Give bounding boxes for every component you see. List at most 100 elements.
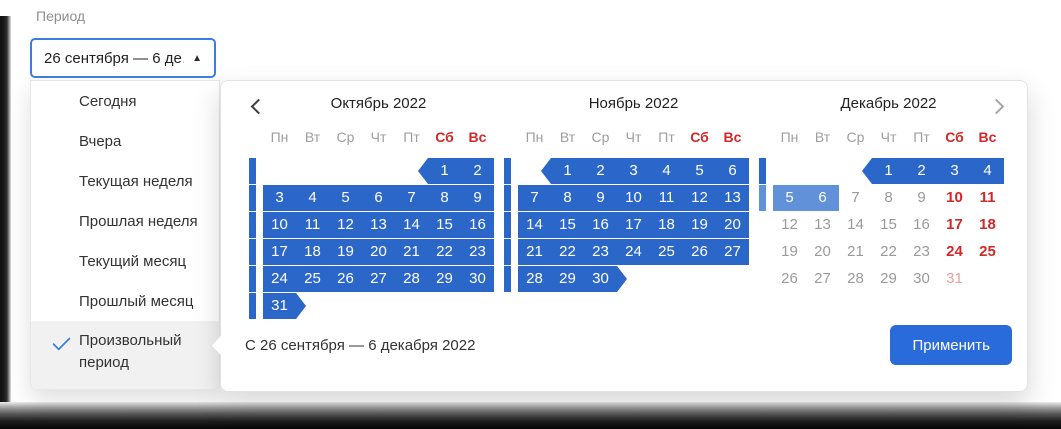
day-cell[interactable]: 23	[592, 243, 609, 260]
day-cell[interactable]: 21	[403, 243, 420, 260]
day-cell[interactable]: 9	[473, 189, 482, 206]
day-cell[interactable]: 10	[625, 189, 642, 206]
day-cell[interactable]: 30	[469, 270, 486, 287]
day-cell[interactable]: 2	[596, 162, 605, 179]
empty-cell	[971, 266, 1004, 292]
week-row: 5 6 7 8 9 10 11	[759, 185, 1004, 211]
day-cell[interactable]: 31	[271, 297, 288, 314]
empty-cell	[296, 158, 329, 184]
day-cell: 29	[880, 270, 897, 287]
day-cell[interactable]: 16	[469, 216, 486, 233]
day-cell[interactable]: 18	[658, 216, 675, 233]
day-cell[interactable]: 17	[625, 216, 642, 233]
day-cell[interactable]: 30	[592, 270, 609, 287]
empty-cell	[461, 293, 494, 319]
calendar-footer: С 26 сентября — 6 декабря 2022 Применить	[245, 325, 1012, 365]
day-cell[interactable]: 24	[271, 270, 288, 287]
dropdown-item[interactable]: Прошлый месяц	[31, 281, 219, 321]
day-cell[interactable]: 23	[469, 243, 486, 260]
day-cell[interactable]: 13	[724, 189, 741, 206]
day-cell[interactable]: 25	[304, 270, 321, 287]
day-of-week-row: Пн Вт Ср Чт Пт Сб Вс	[518, 129, 749, 145]
day-cell[interactable]: 28	[526, 270, 543, 287]
day-cell[interactable]: 28	[403, 270, 420, 287]
apply-button[interactable]: Применить	[890, 325, 1012, 365]
day-cell[interactable]: 4	[983, 162, 992, 179]
day-cell[interactable]: 10	[271, 216, 288, 233]
day-cell[interactable]: 18	[304, 243, 321, 260]
day-of-week-label: Пт	[913, 129, 930, 145]
day-cell[interactable]: 20	[724, 216, 741, 233]
day-cell[interactable]: 4	[308, 189, 317, 206]
dropdown-item[interactable]: Текущая неделя	[31, 161, 219, 201]
day-cell: 13	[814, 216, 831, 233]
day-cell[interactable]: 11	[304, 216, 321, 233]
day-cell[interactable]: 21	[526, 243, 543, 260]
caret-up-icon: ▲	[192, 52, 202, 64]
day-cell[interactable]: 26	[691, 243, 708, 260]
day-cell[interactable]: 3	[629, 162, 638, 179]
day-cell[interactable]: 16	[592, 216, 609, 233]
day-cell[interactable]: 13	[370, 216, 387, 233]
day-cell[interactable]: 8	[563, 189, 572, 206]
day-cell[interactable]: 1	[884, 162, 893, 179]
day-cell[interactable]: 6	[728, 162, 737, 179]
day-cell[interactable]: 5	[695, 162, 704, 179]
day-cell[interactable]: 20	[370, 243, 387, 260]
dropdown-item[interactable]: Произвольный период	[31, 321, 219, 389]
day-cell[interactable]: 1	[440, 162, 449, 179]
day-cell[interactable]: 7	[530, 189, 539, 206]
day-cell[interactable]: 11	[658, 189, 675, 206]
day-cell[interactable]: 24	[625, 243, 642, 260]
day-cell[interactable]: 2	[917, 162, 926, 179]
day-cell[interactable]: 2	[473, 162, 482, 179]
selected-range-band	[518, 266, 617, 292]
day-cell[interactable]: 6	[818, 189, 827, 206]
calendar-popover: Октябрь 2022 Пн Вт Ср Чт Пт Сб Вс 1 2 3 4 5 6 7 8 9 10 11 1…	[209, 80, 1028, 392]
day-cell[interactable]: 14	[526, 216, 543, 233]
day-cell[interactable]: 22	[559, 243, 576, 260]
empty-cell	[362, 293, 395, 319]
day-cell[interactable]: 19	[337, 243, 354, 260]
period-select-value: 26 сентября — 6 де…	[44, 49, 185, 67]
months: Октябрь 2022 Пн Вт Ср Чт Пт Сб Вс 1 2 3 4 5 6 7 8 9 10 11 1…	[249, 95, 1004, 320]
empty-cell	[329, 158, 362, 184]
range-start-point	[418, 158, 428, 184]
day-cell[interactable]: 15	[436, 216, 453, 233]
day-cell[interactable]: 5	[341, 189, 350, 206]
day-cell[interactable]: 12	[691, 189, 708, 206]
day-cell[interactable]: 3	[950, 162, 959, 179]
day-of-week-label: Вт	[304, 129, 321, 145]
day-cell[interactable]: 4	[662, 162, 671, 179]
empty-cell	[329, 293, 362, 319]
day-cell[interactable]: 14	[403, 216, 420, 233]
dropdown-item[interactable]: Текущий месяц	[31, 241, 219, 281]
day-cell[interactable]: 9	[596, 189, 605, 206]
day-cell[interactable]: 3	[275, 189, 284, 206]
day-cell[interactable]: 25	[658, 243, 675, 260]
dropdown-item[interactable]: Вчера	[31, 121, 219, 161]
day-cell[interactable]: 15	[559, 216, 576, 233]
day-cell[interactable]: 5	[785, 189, 794, 206]
day-cell[interactable]: 29	[436, 270, 453, 287]
day-cell[interactable]: 17	[271, 243, 288, 260]
day-cell[interactable]: 26	[337, 270, 354, 287]
day-cell[interactable]: 6	[374, 189, 383, 206]
day-cell[interactable]: 22	[436, 243, 453, 260]
dropdown-item-label: Вчера	[79, 132, 122, 150]
week-row: 3 4 5 6 7 8 9	[249, 185, 494, 211]
day-cell[interactable]: 7	[407, 189, 416, 206]
day-cell[interactable]: 19	[691, 216, 708, 233]
dropdown-item[interactable]: Прошлая неделя	[31, 201, 219, 241]
day-cell[interactable]: 29	[559, 270, 576, 287]
week-continuation-bar	[504, 212, 511, 238]
day-cell[interactable]: 27	[724, 243, 741, 260]
day-cell[interactable]: 1	[563, 162, 572, 179]
dropdown-item[interactable]: Сегодня	[31, 81, 219, 121]
week-continuation-bar	[249, 212, 256, 238]
day-cell[interactable]: 12	[337, 216, 354, 233]
period-select[interactable]: 26 сентября — 6 де… ▲	[30, 38, 216, 78]
week-continuation-bar	[249, 185, 256, 211]
day-cell[interactable]: 8	[440, 189, 449, 206]
day-cell[interactable]: 27	[370, 270, 387, 287]
